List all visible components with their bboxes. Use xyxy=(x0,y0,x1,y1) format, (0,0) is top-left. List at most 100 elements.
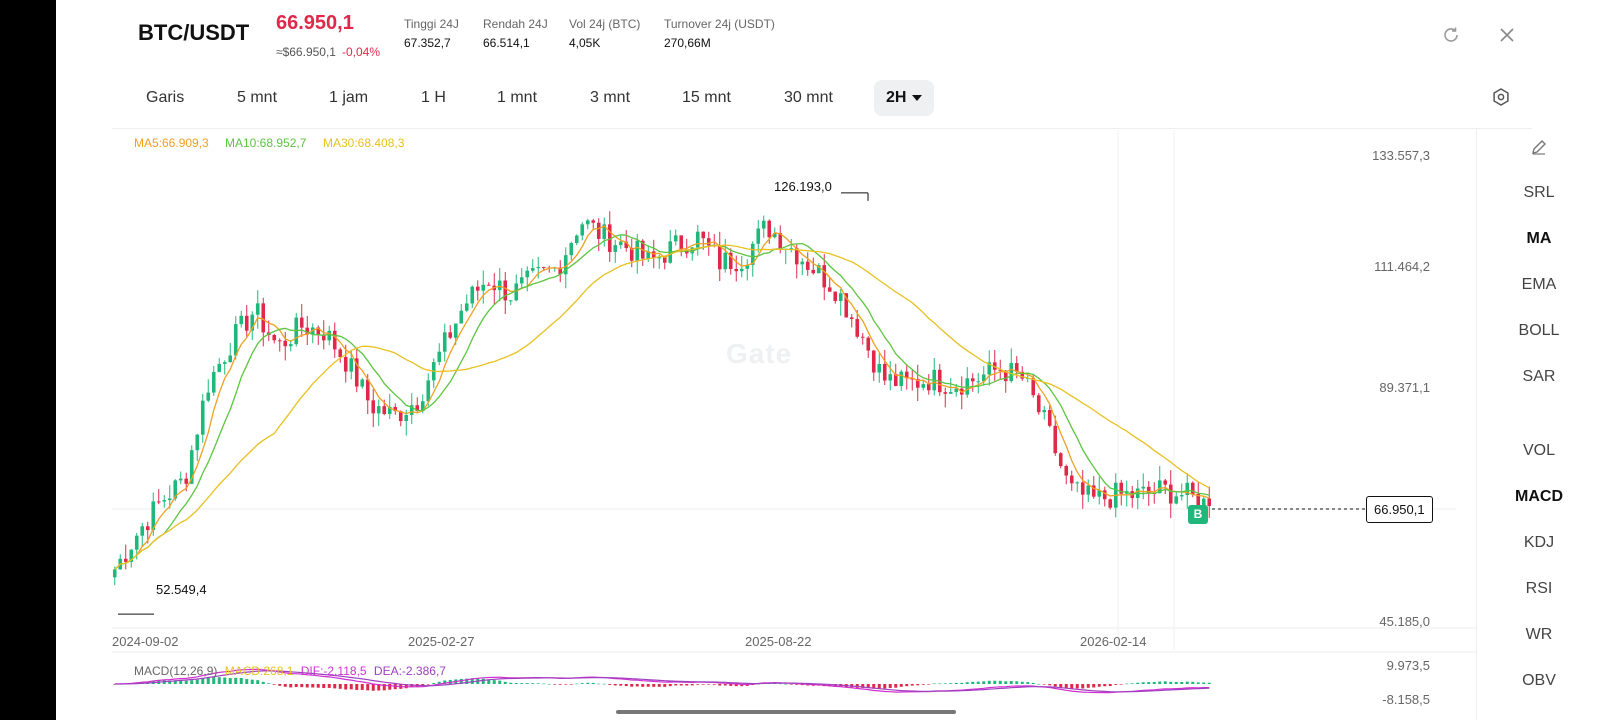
candle-body xyxy=(811,269,816,274)
candle-body xyxy=(849,317,854,320)
dif-line xyxy=(114,668,1210,694)
tab-5m[interactable]: 5 mnt xyxy=(237,89,278,106)
candle-body xyxy=(734,268,739,272)
candle-body xyxy=(288,344,293,347)
candle-body xyxy=(145,526,150,531)
y-label: 133.557,3 xyxy=(1372,148,1430,163)
tab-3m[interactable]: 3 mnt xyxy=(590,89,631,106)
macd-bar xyxy=(421,684,425,686)
macd-bar xyxy=(311,684,315,688)
indicator-panel: SRL MA EMA BOLL SAR VOL MACD KDJ RSI WR … xyxy=(1476,128,1600,720)
candle-body xyxy=(1020,371,1025,379)
macd-bar xyxy=(360,684,364,690)
indicator-ema[interactable]: EMA xyxy=(1521,276,1557,293)
horizontal-scrollbar[interactable] xyxy=(616,710,956,714)
macd-bar xyxy=(883,684,887,689)
macd-bar xyxy=(245,679,249,684)
tab-15m[interactable]: 15 mnt xyxy=(682,89,731,106)
candle-body xyxy=(1163,480,1168,485)
macd-bar xyxy=(206,677,210,684)
candle-body xyxy=(277,340,282,342)
macd-bar xyxy=(558,684,562,685)
macd-bar xyxy=(228,678,232,684)
macd-bar xyxy=(624,684,628,687)
tab-2h[interactable]: 2H xyxy=(874,80,935,116)
candle-body xyxy=(503,280,508,301)
candle-body xyxy=(409,405,414,415)
macd-bar xyxy=(443,680,447,684)
buy-marker[interactable]: B xyxy=(1188,505,1208,524)
macd-bar xyxy=(1163,681,1167,684)
candle-body xyxy=(442,332,447,352)
candle-body xyxy=(800,261,805,265)
candle-body xyxy=(376,406,381,414)
macd-bar xyxy=(338,684,342,689)
macd-bar xyxy=(866,684,870,689)
candle-body xyxy=(657,257,662,259)
candle-body xyxy=(151,501,156,531)
macd-bar xyxy=(470,678,474,684)
macd-bar xyxy=(1020,681,1024,684)
candle-body xyxy=(805,261,810,270)
macd-bar xyxy=(877,684,881,689)
candle-body xyxy=(486,284,491,286)
indicator-srl[interactable]: SRL xyxy=(1523,184,1555,201)
macd-bar xyxy=(899,684,903,687)
candle-body xyxy=(514,283,519,301)
macd-bar xyxy=(635,684,639,687)
candle-body xyxy=(167,498,172,501)
refresh-icon[interactable] xyxy=(1440,24,1462,46)
candle-body xyxy=(354,358,359,387)
indicator-kdj[interactable]: KDJ xyxy=(1523,534,1555,551)
macd-bar xyxy=(707,684,711,685)
indicator-rsi[interactable]: RSI xyxy=(1525,580,1553,597)
macd-bar xyxy=(734,684,738,687)
candle-body xyxy=(1003,370,1008,382)
macd-bar xyxy=(509,682,513,684)
close-icon[interactable] xyxy=(1496,24,1518,46)
macd-bar xyxy=(426,684,430,685)
indicator-wr[interactable]: WR xyxy=(1525,626,1553,643)
macd-bar xyxy=(382,684,386,691)
macd-bar xyxy=(1191,681,1195,684)
macd-bar xyxy=(591,682,595,684)
candle-body xyxy=(321,334,326,341)
candle-body xyxy=(635,240,640,261)
pencil-icon[interactable] xyxy=(1477,138,1600,161)
candlestick-chart[interactable] xyxy=(56,0,1600,720)
tab-1m[interactable]: 1 mnt xyxy=(497,89,538,106)
indicator-boll[interactable]: BOLL xyxy=(1518,322,1560,339)
candle-body xyxy=(673,235,678,242)
candle-body xyxy=(448,332,453,338)
macd-bar xyxy=(217,677,221,684)
macd-bar xyxy=(1070,684,1074,689)
candle-body xyxy=(426,380,431,402)
tab-garis[interactable]: Garis xyxy=(146,89,185,106)
candle-body xyxy=(1108,499,1113,508)
indicator-macd[interactable]: MACD xyxy=(1515,488,1563,505)
macd-bar xyxy=(212,677,216,684)
macd-bar xyxy=(1108,684,1112,687)
candle-body xyxy=(618,241,623,246)
candle-body xyxy=(921,384,926,388)
macd-bar xyxy=(498,680,502,684)
indicator-vol[interactable]: VOL xyxy=(1522,442,1555,459)
candle-body xyxy=(272,335,277,341)
candle-body xyxy=(1014,363,1019,372)
ma10-legend: MA10:68.952,7 xyxy=(225,136,307,150)
indicator-obv[interactable]: OBV xyxy=(1522,672,1556,689)
stat-value: 270,66M xyxy=(664,36,711,50)
candle-body xyxy=(596,222,601,239)
candle-body xyxy=(1080,482,1085,495)
macd-bar xyxy=(1042,684,1046,685)
tab-30m[interactable]: 30 mnt xyxy=(784,89,833,106)
tab-1d[interactable]: 1 H xyxy=(421,89,446,106)
tab-1h[interactable]: 1 jam xyxy=(329,89,369,106)
indicator-sar[interactable]: SAR xyxy=(1522,368,1556,385)
candle-body xyxy=(338,349,343,357)
indicator-ma[interactable]: MA xyxy=(1526,230,1552,247)
pair-title: BTC/USDT xyxy=(138,20,250,45)
settings-icon[interactable] xyxy=(1490,86,1512,108)
candle-body xyxy=(761,220,766,229)
macd-bar xyxy=(377,684,381,691)
